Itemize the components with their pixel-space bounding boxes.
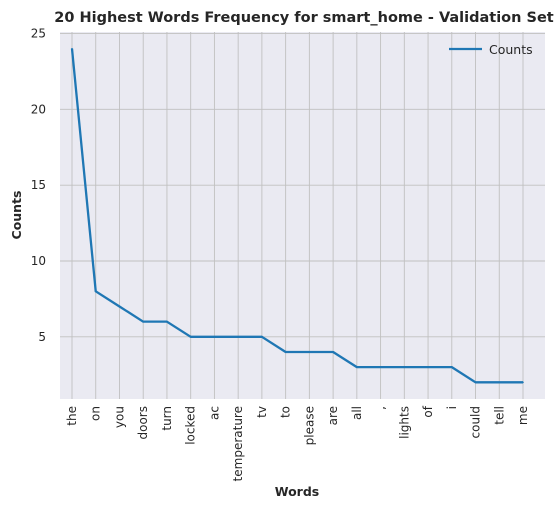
x-tick-label: ac [207, 406, 221, 420]
data-point [356, 366, 358, 368]
x-tick-label: me [516, 406, 530, 425]
y-axis-label: Counts [9, 191, 24, 240]
data-point [142, 320, 145, 323]
data-point [118, 305, 121, 308]
x-tick-label: of [421, 405, 435, 417]
data-point [284, 351, 287, 353]
x-tick-labels: the on you doors turn locked ac temperature tv to… [65, 405, 530, 481]
legend-label-counts: Counts [489, 42, 533, 57]
data-point [189, 336, 192, 338]
data-point [403, 366, 406, 368]
x-tick-label: temperature [231, 406, 245, 481]
y-tick-label: 25 [31, 27, 46, 41]
data-point [427, 366, 429, 368]
data-point [94, 290, 97, 293]
x-gridlines [71, 32, 524, 399]
data-point [522, 381, 524, 384]
chart-title: 20 Highest Words Frequency for smart_hom… [54, 10, 554, 26]
series-line-counts [70, 48, 523, 384]
data-point [498, 381, 501, 384]
x-tick-label: you [112, 406, 126, 428]
data-point [237, 336, 239, 338]
x-axis-label: Words [275, 484, 319, 499]
x-tick-label: locked [184, 406, 198, 445]
data-point [213, 336, 216, 338]
x-tick-label: to [279, 406, 293, 418]
x-tick-label: , [374, 406, 388, 410]
x-tick-label: the [65, 406, 79, 426]
legend: Counts [449, 42, 533, 57]
data-point [166, 320, 168, 323]
x-tick-label: all [350, 406, 364, 420]
x-tick-label: could [469, 406, 483, 439]
x-tick-label: tv [255, 406, 269, 418]
data-points [71, 47, 524, 384]
x-tick-label: tell [492, 406, 506, 425]
y-gridlines [60, 33, 545, 338]
data-point [379, 366, 382, 368]
data-point [308, 351, 311, 353]
plot-area [60, 32, 545, 399]
x-tick-label: lights [397, 406, 411, 439]
y-tick-label: 15 [31, 178, 46, 192]
data-point [474, 381, 477, 384]
x-tick-label: please [302, 406, 316, 445]
x-tick-label: doors [136, 406, 150, 440]
x-tick-label: turn [160, 406, 174, 431]
y-tick-label: 5 [38, 330, 46, 344]
y-tick-label: 20 [31, 102, 46, 116]
y-tick-labels: 5 10 15 20 25 [31, 27, 46, 344]
data-point [71, 47, 73, 50]
x-tick-label: i [445, 406, 459, 409]
y-tick-label: 10 [31, 254, 46, 268]
data-point [332, 351, 334, 353]
data-point [450, 366, 453, 368]
x-tick-label: on [89, 406, 103, 421]
data-point [261, 336, 263, 338]
x-tick-label: are [326, 406, 340, 425]
